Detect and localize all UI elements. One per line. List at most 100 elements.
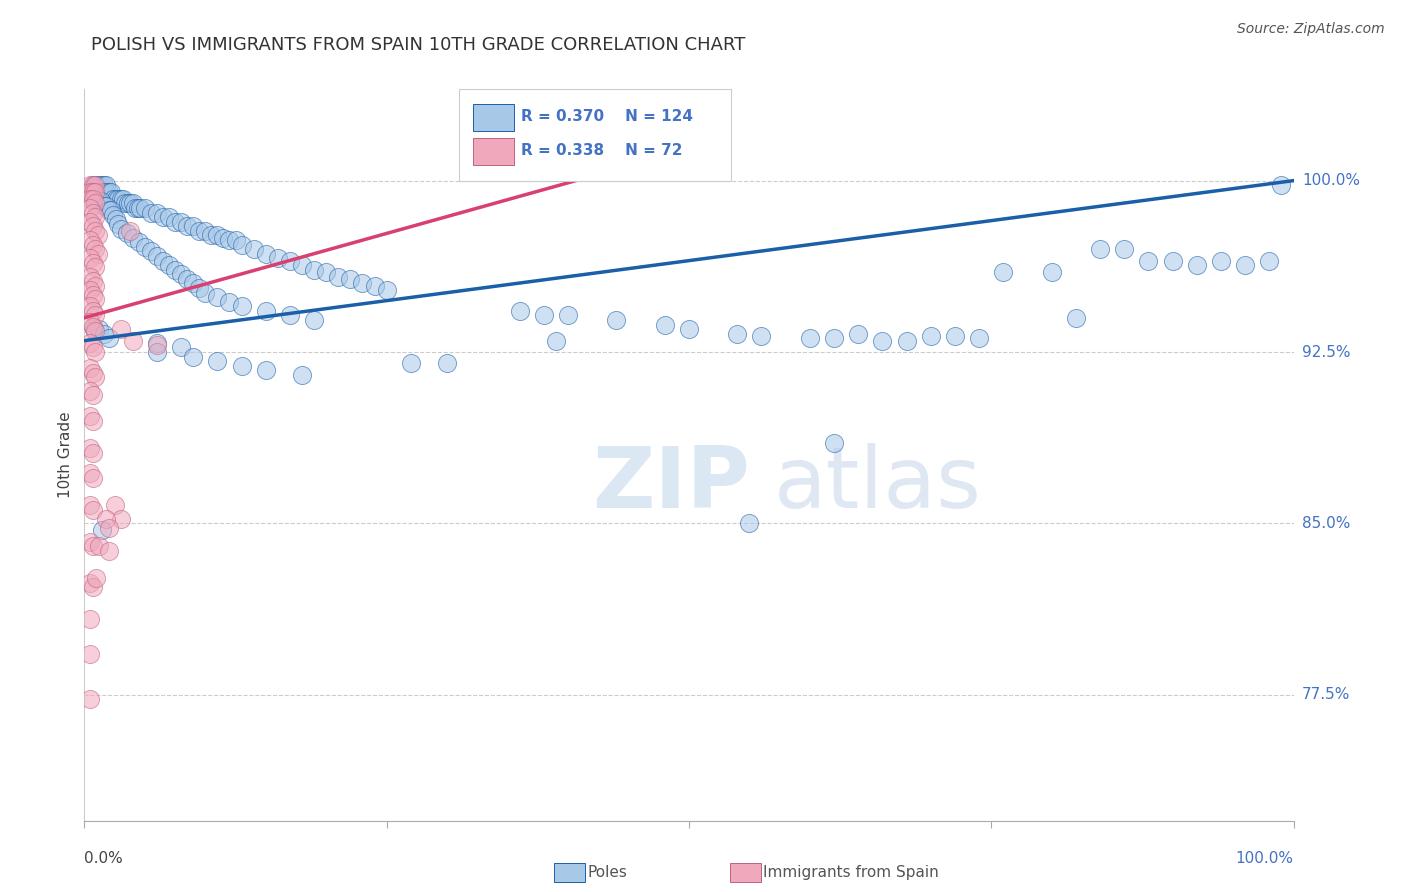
Text: 100.0%: 100.0% [1302,173,1360,188]
Point [87,178,110,193]
Point [84,260,107,275]
Text: ZIP: ZIP [592,442,749,525]
Point [993,265,1015,279]
Point [79,185,101,199]
Point [82,366,104,380]
Point [79,409,101,423]
Point [128,235,150,250]
Point [82,237,104,252]
Text: POLISH VS IMMIGRANTS FROM SPAIN 10TH GRADE CORRELATION CHART: POLISH VS IMMIGRANTS FROM SPAIN 10TH GRA… [91,36,745,54]
Point [110,192,132,206]
Point [188,224,211,238]
Point [82,185,104,199]
Text: 77.5%: 77.5% [1302,688,1350,702]
Text: Source: ZipAtlas.com: Source: ZipAtlas.com [1237,22,1385,37]
Point [654,318,676,332]
Point [82,471,104,485]
Point [84,278,107,293]
Point [87,539,110,553]
Point [79,233,101,247]
Point [91,524,114,538]
Point [86,571,108,585]
Point [94,512,117,526]
Point [544,334,567,348]
Point [83,178,105,193]
Point [82,178,104,193]
Point [110,322,132,336]
Point [157,258,180,272]
Point [82,205,104,219]
Point [103,208,125,222]
Point [90,178,112,193]
Point [83,185,105,199]
Text: 92.5%: 92.5% [1302,344,1350,359]
Point [87,185,110,199]
Point [84,345,107,359]
Point [846,326,869,341]
Point [302,313,325,327]
Point [82,192,104,206]
Point [139,244,162,259]
Point [82,539,104,553]
Point [94,199,117,213]
Point [79,335,101,350]
Point [100,185,122,199]
Point [170,268,193,282]
Point [79,299,101,313]
Point [1040,265,1063,279]
Point [129,201,152,215]
Point [82,219,104,234]
Point [79,498,101,512]
Point [86,178,108,193]
Point [82,288,104,302]
FancyBboxPatch shape [472,103,513,131]
Point [104,212,127,227]
Point [97,331,120,345]
Point [90,194,112,209]
Point [84,325,107,339]
Point [107,217,129,231]
Point [82,581,104,595]
Point [79,192,101,206]
Point [84,293,107,307]
Point [139,205,162,219]
Point [82,319,104,334]
Point [79,441,101,455]
Point [83,189,105,203]
Text: 100.0%: 100.0% [1236,851,1294,866]
Point [87,194,110,209]
Point [121,334,143,348]
Point [146,335,169,350]
Point [146,338,169,352]
Point [1185,258,1208,272]
Point [231,299,253,313]
Point [363,278,385,293]
Point [84,178,107,193]
Point [93,199,115,213]
Point [152,253,174,268]
Point [207,290,229,304]
Point [100,203,122,218]
Point [79,178,101,193]
Point [90,185,112,199]
Point [1234,258,1257,272]
Point [194,285,217,300]
Point [254,304,277,318]
Point [79,269,101,284]
Point [188,281,211,295]
Point [84,196,107,211]
Point [134,240,156,254]
Point [86,189,108,203]
Point [352,277,374,291]
Point [1137,253,1160,268]
Point [920,329,942,343]
Point [509,304,531,318]
Point [1161,253,1184,268]
Point [146,345,169,359]
Point [165,262,187,277]
Point [121,196,143,211]
Point [231,359,253,373]
Point [799,331,821,345]
Point [107,192,129,206]
Point [114,196,136,211]
